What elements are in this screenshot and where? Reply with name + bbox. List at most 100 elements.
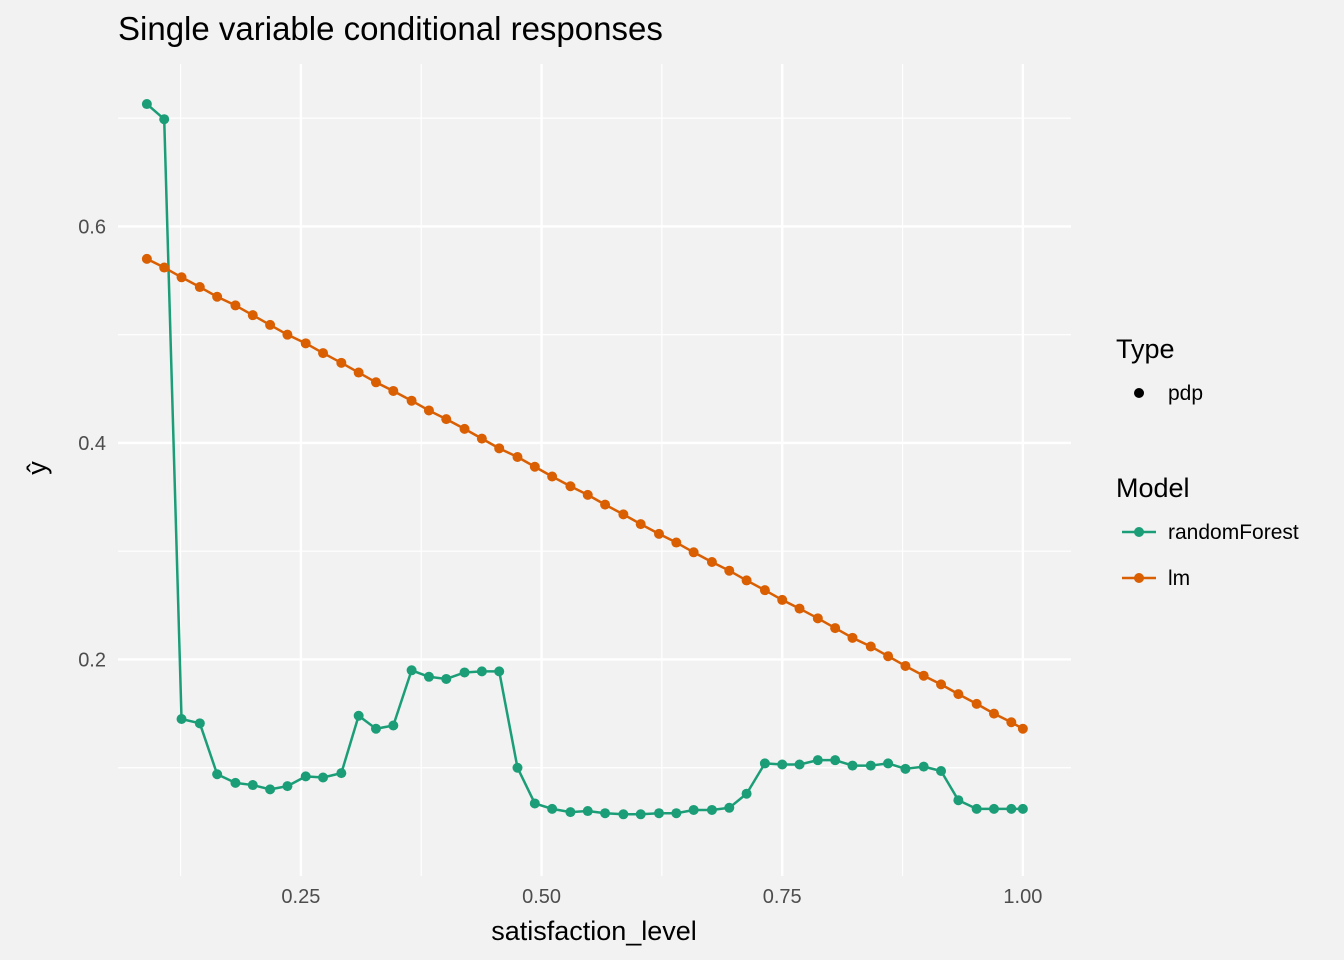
data-point-lm (830, 623, 841, 634)
data-point-randomforest (812, 755, 823, 766)
data-point-randomforest (794, 759, 805, 770)
data-point-randomforest (529, 798, 540, 809)
data-point-randomforest (706, 804, 717, 815)
data-point-lm (1006, 717, 1017, 728)
data-point-randomforest (353, 710, 364, 721)
data-point-randomforest (336, 768, 347, 779)
y-tick-label: 0.2 (78, 649, 106, 671)
data-point-randomforest (1017, 803, 1028, 814)
data-point-lm (865, 641, 876, 652)
data-point-randomforest (176, 714, 187, 725)
data-point-lm (441, 414, 452, 425)
data-point-lm (194, 282, 205, 293)
data-point-randomforest (883, 758, 894, 769)
data-point-lm (671, 537, 682, 548)
data-point-randomforest (141, 99, 152, 110)
data-point-lm (547, 471, 558, 482)
y-axis-ticks: 0.2 0.4 0.6 (78, 216, 106, 671)
data-point-randomforest (318, 772, 329, 783)
data-point-lm (300, 338, 311, 349)
data-point-lm (141, 253, 152, 264)
data-point-lm (176, 272, 187, 283)
data-point-randomforest (688, 804, 699, 815)
data-point-lm (282, 329, 293, 340)
data-point-lm (212, 291, 223, 302)
data-point-lm (847, 632, 858, 643)
data-point-lm (565, 481, 576, 492)
data-point-randomforest (582, 806, 593, 817)
legend-type-label: pdp (1168, 382, 1203, 405)
data-point-randomforest (370, 723, 381, 734)
data-point-randomforest (547, 803, 558, 814)
data-point-randomforest (265, 784, 276, 795)
data-point-randomforest (741, 788, 752, 799)
data-point-lm (794, 603, 805, 614)
data-point-randomforest (494, 666, 505, 677)
y-tick-label: 0.4 (78, 433, 106, 455)
x-tick-label: 0.50 (522, 886, 561, 908)
data-point-lm (618, 509, 629, 520)
data-point-lm (600, 499, 611, 510)
data-point-lm (318, 348, 329, 359)
data-point-lm (265, 319, 276, 330)
data-point-lm (230, 300, 241, 311)
data-point-lm (336, 357, 347, 368)
data-point-lm (918, 670, 929, 681)
data-point-lm (423, 405, 434, 416)
data-point-randomforest (600, 808, 611, 819)
data-point-lm (512, 452, 523, 463)
data-point-lm (459, 423, 470, 434)
data-point-lm (953, 689, 964, 700)
data-point-randomforest (459, 667, 470, 678)
x-tick-label: 0.25 (281, 886, 320, 908)
data-point-lm (370, 377, 381, 388)
data-point-randomforest (724, 802, 735, 813)
data-point-randomforest (512, 762, 523, 773)
data-point-lm (706, 557, 717, 568)
legend-model-title: Model (1116, 473, 1190, 503)
data-point-randomforest (565, 807, 576, 818)
legend-type-key (1134, 388, 1144, 398)
data-point-lm (759, 585, 770, 596)
data-point-randomforest (830, 755, 841, 766)
data-point-randomforest (618, 809, 629, 820)
data-point-lm (494, 443, 505, 454)
data-point-randomforest (423, 671, 434, 682)
series-layer (141, 99, 1028, 820)
data-point-randomforest (865, 760, 876, 771)
x-axis-title: satisfaction_level (491, 916, 697, 946)
data-point-randomforest (247, 780, 258, 791)
x-axis-ticks: 0.25 0.50 0.75 1.00 (281, 886, 1042, 908)
y-axis-title: ŷ (22, 461, 52, 475)
data-point-randomforest (671, 808, 682, 819)
data-point-lm (406, 395, 417, 406)
chart-title: Single variable conditional responses (118, 10, 663, 47)
data-point-lm (476, 433, 487, 444)
data-point-lm (936, 679, 947, 690)
legend-lm-point (1134, 573, 1144, 583)
data-point-lm (635, 519, 646, 530)
legend: Type pdp Model randomForest lm (1116, 334, 1299, 590)
data-point-randomforest (194, 718, 205, 729)
plot-panel (118, 64, 1071, 876)
data-point-randomforest (936, 765, 947, 776)
data-point-randomforest (282, 781, 293, 792)
data-point-randomforest (971, 803, 982, 814)
legend-randomforest-label: randomForest (1168, 521, 1299, 544)
data-point-lm (353, 367, 364, 378)
data-point-lm (724, 565, 735, 576)
data-point-randomforest (441, 673, 452, 684)
legend-lm-label: lm (1168, 567, 1190, 590)
data-point-lm (653, 528, 664, 539)
data-point-randomforest (953, 795, 964, 806)
data-point-lm (971, 698, 982, 709)
data-point-randomforest (230, 777, 241, 788)
data-point-randomforest (653, 808, 664, 819)
data-point-randomforest (1006, 803, 1017, 814)
data-point-randomforest (388, 720, 399, 731)
data-point-randomforest (847, 760, 858, 771)
data-point-randomforest (159, 114, 170, 125)
x-tick-label: 0.75 (763, 886, 802, 908)
data-point-lm (582, 489, 593, 500)
